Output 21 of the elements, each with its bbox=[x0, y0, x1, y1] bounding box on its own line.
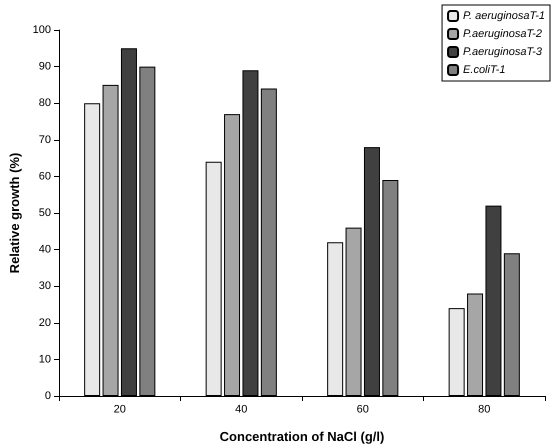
y-tick-label: 40 bbox=[38, 244, 51, 256]
y-tick-label: 20 bbox=[38, 316, 51, 329]
y-tick-label: 70 bbox=[38, 134, 51, 146]
legend-label: P.aeruginosaT-3 bbox=[463, 46, 543, 58]
legend-label: P.aeruginosaT-2 bbox=[463, 28, 542, 40]
legend-label: P. aeruginosaT-1 bbox=[463, 10, 545, 22]
y-tick-label: 80 bbox=[38, 97, 51, 110]
x-tick-label: 20 bbox=[114, 404, 126, 416]
y-tick-label: 100 bbox=[32, 24, 51, 36]
y-tick-label: 10 bbox=[38, 353, 51, 366]
y-tick-label: 60 bbox=[38, 170, 51, 182]
x-tick-label: 80 bbox=[478, 404, 490, 416]
y-tick-label: 90 bbox=[38, 60, 51, 73]
y-axis-title: Relative growth (%) bbox=[7, 152, 22, 274]
y-tick-label: 0 bbox=[44, 390, 51, 402]
y-tick-label: 30 bbox=[38, 280, 51, 292]
x-tick-label: 60 bbox=[356, 404, 369, 416]
x-tick-label: 40 bbox=[235, 404, 248, 416]
x-axis-title: Concentration of NaCl (g/l) bbox=[220, 429, 384, 444]
y-tick-label: 50 bbox=[38, 207, 51, 219]
legend-label: E.coliT-1 bbox=[463, 64, 506, 76]
